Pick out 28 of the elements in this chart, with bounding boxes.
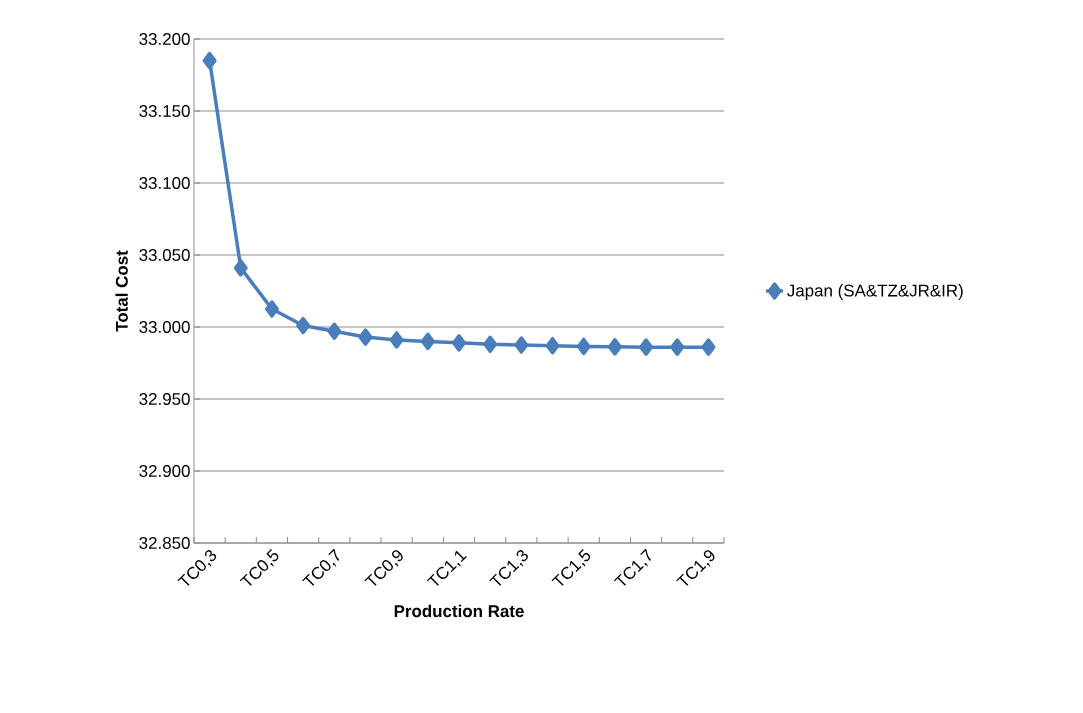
point bbox=[545, 336, 560, 355]
point bbox=[670, 338, 685, 356]
point bbox=[296, 316, 311, 335]
y-tick-label: 33.000 bbox=[139, 321, 190, 333]
point bbox=[452, 334, 466, 352]
point bbox=[233, 259, 248, 277]
y-tick-label: 32.850 bbox=[139, 537, 190, 549]
y-tick-label: 33.150 bbox=[139, 105, 190, 117]
point bbox=[701, 338, 716, 356]
y-tick-label: 33.100 bbox=[139, 177, 190, 189]
point bbox=[327, 322, 342, 341]
y-tick-label: 33.050 bbox=[139, 249, 190, 261]
y-tick-label: 33.200 bbox=[139, 33, 190, 45]
point bbox=[514, 336, 529, 354]
point bbox=[358, 328, 373, 346]
x-axis-title: Production Rate bbox=[394, 604, 524, 618]
point bbox=[607, 338, 622, 356]
point bbox=[639, 338, 654, 356]
y-tick-label: 32.950 bbox=[139, 393, 190, 405]
point bbox=[576, 337, 591, 356]
point bbox=[389, 331, 404, 349]
y-tick-label: 32.900 bbox=[139, 465, 190, 477]
point bbox=[264, 300, 279, 318]
point bbox=[483, 335, 498, 354]
point bbox=[202, 51, 217, 70]
point bbox=[420, 332, 435, 351]
legend-label: Japan (SA&TZ&JR&IR) bbox=[787, 284, 963, 300]
y-axis-title: Total Cost bbox=[115, 250, 128, 332]
